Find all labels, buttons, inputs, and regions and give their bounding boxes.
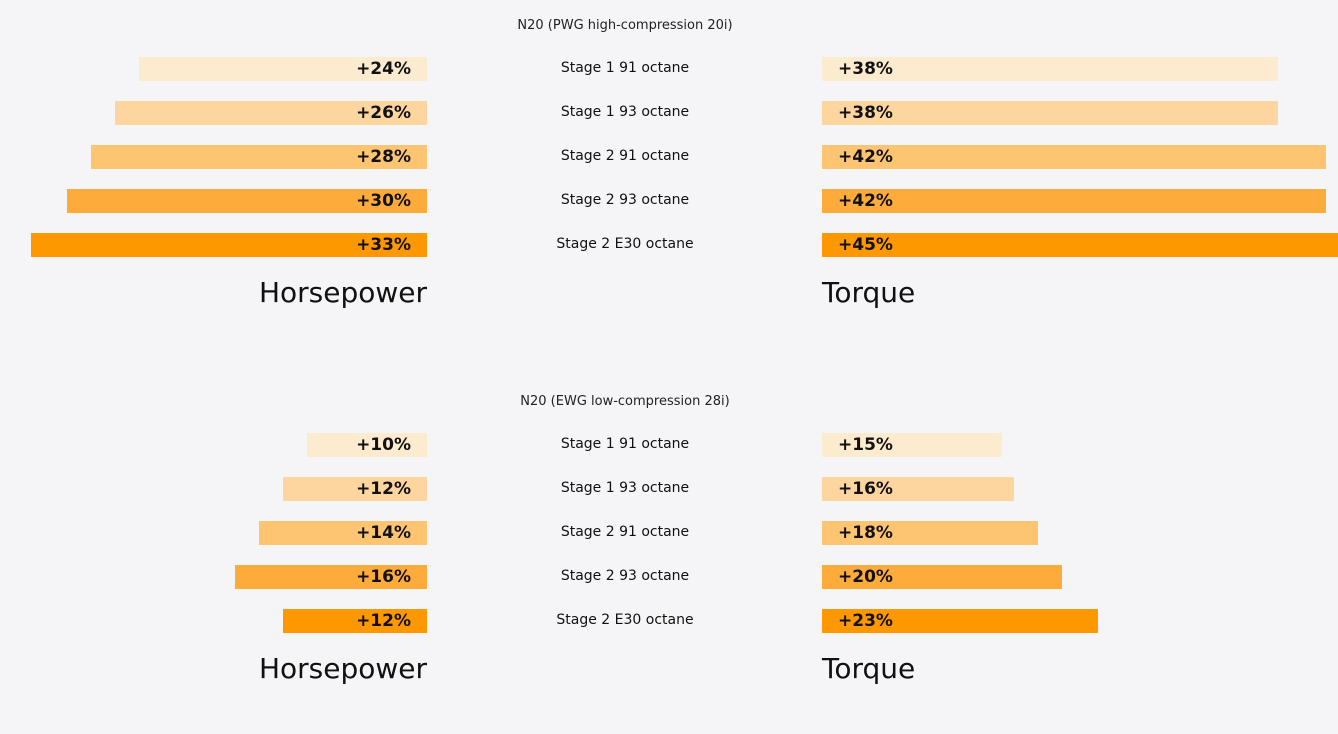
category-label: Stage 2 93 octane [560,568,690,584]
horsepower-data-label: +26% [356,103,411,123]
category-label: Stage 1 91 octane [560,436,690,452]
torque-data-label: +16% [838,479,893,499]
category-label: Stage 2 E30 octane [556,236,694,252]
category-label: Stage 1 91 octane [560,60,690,76]
torque-data-label: +38% [838,103,893,123]
torque-bar: +45% [822,233,1338,257]
horsepower-bar: +26% [115,101,427,125]
horsepower-data-label: +30% [356,191,411,211]
torque-data-label: +23% [838,611,893,631]
torque-data-label: +20% [838,567,893,587]
torque-bar: +42% [822,189,1326,213]
horsepower-title: Horsepower [258,652,427,685]
torque-data-label: +42% [838,147,893,167]
torque-bar: +16% [822,477,1014,501]
horsepower-data-label: +28% [356,147,411,167]
chart-panel: N20 (EWG low-compression 28i) Stage 1 91 … [0,394,1338,734]
horsepower-bar: +33% [31,233,427,257]
horsepower-bar: +30% [67,189,427,213]
torque-bar: +20% [822,565,1062,589]
chart-title: N20 (PWG high-compression 20i) [517,18,733,33]
horsepower-data-label: +10% [356,435,411,455]
torque-title: Torque [822,276,916,309]
torque-data-label: +42% [838,191,893,211]
torque-bar: +38% [822,101,1278,125]
chart-panel: N20 (PWG high-compression 20i) Stage 1 91… [0,18,1338,358]
horsepower-data-label: +24% [356,59,411,79]
category-label: Stage 2 E30 octane [556,612,694,628]
torque-data-label: +15% [838,435,893,455]
horsepower-data-label: +33% [356,235,411,255]
torque-data-label: +18% [838,523,893,543]
horsepower-bar: +10% [307,433,427,457]
horsepower-bar: +14% [259,521,427,545]
horsepower-data-label: +12% [356,479,411,499]
horsepower-data-label: +12% [356,611,411,631]
horsepower-bar: +12% [283,609,427,633]
torque-bar: +23% [822,609,1098,633]
horsepower-bar: +16% [235,565,427,589]
category-label: Stage 1 93 octane [560,104,690,120]
horsepower-data-label: +16% [356,567,411,587]
torque-bar: +18% [822,521,1038,545]
chart-title: N20 (EWG low-compression 28i) [520,394,730,409]
horsepower-bar: +24% [139,57,427,81]
category-label: Stage 2 93 octane [560,192,690,208]
category-label: Stage 1 93 octane [560,480,690,496]
torque-data-label: +38% [838,59,893,79]
torque-data-label: +45% [838,235,893,255]
horsepower-bar: +12% [283,477,427,501]
horsepower-data-label: +14% [356,523,411,543]
category-label: Stage 2 91 octane [560,148,690,164]
horsepower-bar: +28% [91,145,427,169]
torque-bar: +42% [822,145,1326,169]
torque-bar: +15% [822,433,1002,457]
horsepower-title: Horsepower [258,276,427,309]
torque-bar: +38% [822,57,1278,81]
torque-title: Torque [822,652,916,685]
category-label: Stage 2 91 octane [560,524,690,540]
